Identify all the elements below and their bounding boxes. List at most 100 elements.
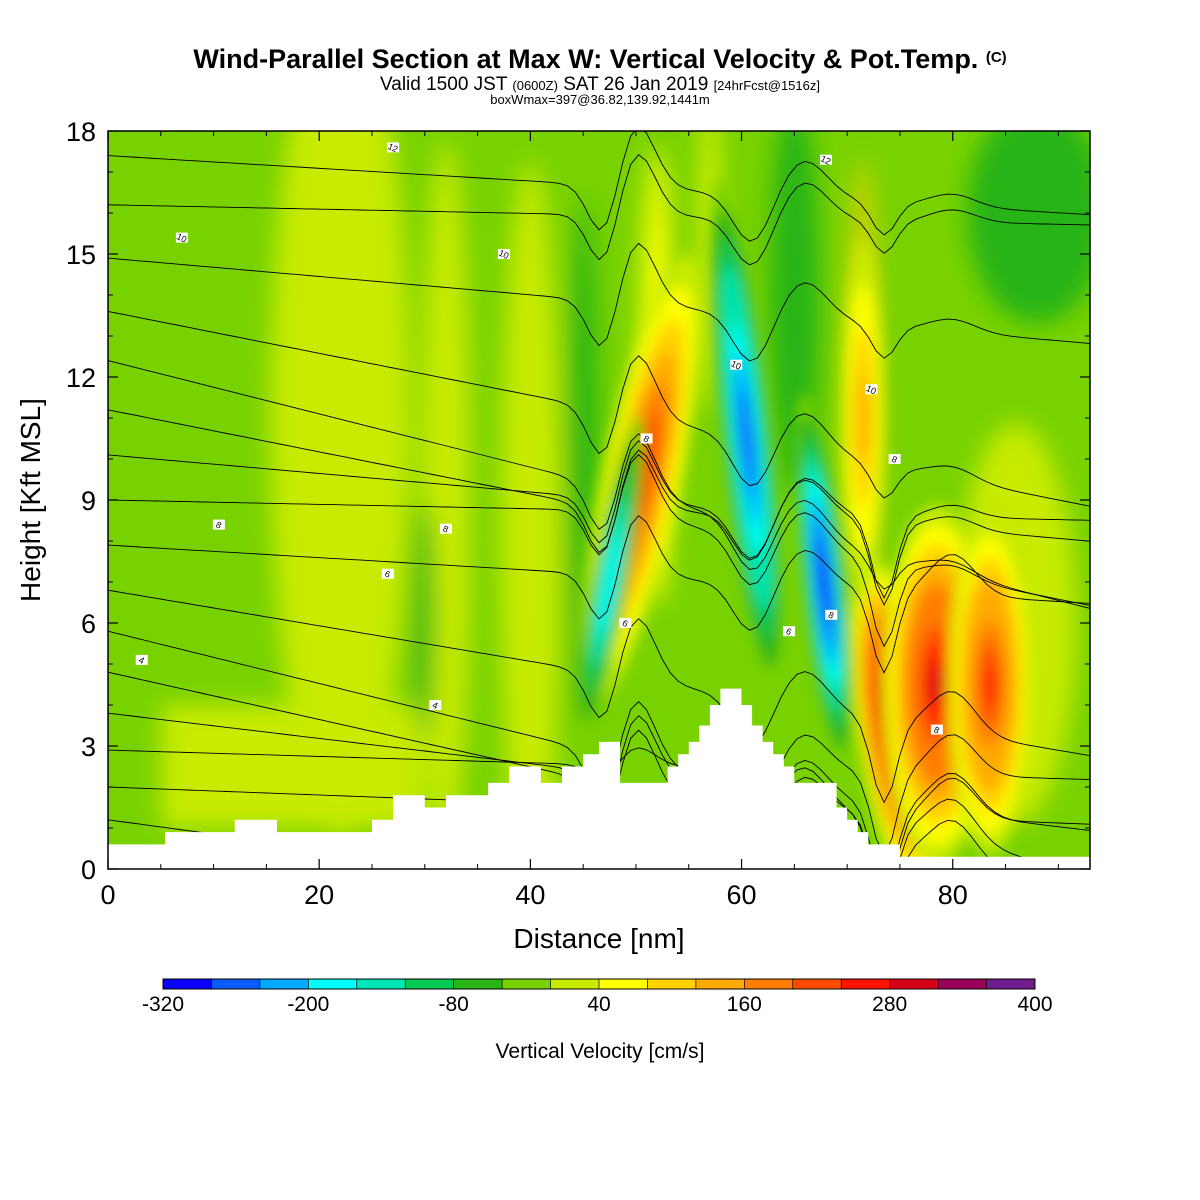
velocity-field: [108, 131, 1090, 869]
theta-contour-line: [108, 242, 1090, 362]
y-tick-label: 9: [81, 486, 96, 516]
terrain: [108, 688, 1090, 869]
colorbar-swatch: [259, 979, 309, 989]
contour-label-bg: [730, 359, 743, 370]
colorbar-swatch: [308, 979, 358, 989]
contour-label: 8: [827, 610, 836, 621]
x-tick-label: 0: [100, 880, 115, 910]
y-axis-label: Height [Kft MSL]: [15, 398, 46, 602]
chart-subtitle: Valid 1500 JST (0600Z) SAT 26 Jan 2019 […: [0, 74, 1200, 96]
contour-label-bg: [212, 519, 225, 530]
contour-label-bg: [820, 154, 833, 165]
colorbar: -320 -200 -80 40 160 280 400: [142, 978, 1053, 1016]
y-tick-label: 18: [66, 117, 96, 147]
colorbar-swatch: [502, 979, 551, 989]
updraft-core: [857, 373, 869, 463]
contour-label: 8: [441, 524, 450, 535]
colorbar-swatch: [744, 979, 794, 989]
contour-label: 12: [819, 154, 832, 167]
contour-label: 6: [383, 569, 392, 580]
axes: 0 20 40 60 80 0 3 6 9 12 15 18: [66, 117, 1090, 910]
y-tick-label: 6: [81, 609, 96, 639]
contour-label-bg: [387, 142, 400, 153]
colorbar-swatch: [405, 979, 454, 989]
contour-label-bg: [135, 654, 148, 665]
theta-contour-line: [108, 515, 1090, 674]
y-tick-label: 3: [81, 732, 96, 762]
contour-label: 8: [932, 724, 941, 735]
band: [160, 705, 425, 828]
contour-label-bg: [381, 568, 394, 579]
colorbar-swatch: [889, 979, 939, 989]
colorbar-swatch: [550, 979, 600, 989]
band: [270, 131, 411, 838]
theta-contour-line: [108, 310, 1090, 507]
colorbar-swatch: [211, 979, 261, 989]
contour-label-bg: [888, 454, 901, 464]
colorbar-tick-label: -200: [287, 993, 329, 1016]
contour-label-bg: [175, 232, 188, 243]
contour-label-bg: [825, 609, 838, 620]
title-main: Wind-Parallel Section at Max W: Vertical…: [193, 44, 979, 74]
contour-label-bg: [439, 523, 452, 534]
theta-contour-line: [108, 154, 1090, 266]
contour-label-bg: [930, 724, 943, 735]
colorbar-swatch: [938, 979, 987, 989]
colorbar-label: Vertical Velocity [cm/s]: [496, 1040, 705, 1063]
contour-label: 10: [175, 231, 188, 244]
colorbar-swatch: [841, 979, 890, 989]
x-axis-label: Distance [nm]: [513, 923, 684, 954]
x-tick-label: 80: [938, 880, 968, 910]
theta-contour-line: [108, 589, 1090, 804]
valid-date: SAT 26 Jan 2019: [563, 74, 709, 95]
box-info: boxWmax=397@36.82,139.92,1441m: [490, 92, 710, 107]
contour-label: 10: [865, 383, 878, 396]
colorbar-swatch: [695, 979, 745, 989]
contour-label: 6: [784, 626, 793, 637]
theta-contour-line: [108, 131, 1090, 242]
colorbar-tick-label: 400: [1017, 993, 1052, 1016]
colorbar-tick-label: -320: [142, 993, 184, 1016]
x-tick-label: 60: [727, 880, 757, 910]
y-tick-label: 15: [66, 240, 96, 270]
colorbar-swatch: [356, 979, 406, 989]
updraft-core: [984, 663, 995, 706]
colorbar-tick-label: -80: [438, 993, 468, 1016]
contour-label-bg: [640, 433, 653, 444]
chart-title: Wind-Parallel Section at Max W: Vertical…: [0, 44, 1200, 75]
colorbar-tick-label: 280: [872, 993, 907, 1016]
theta-contour-line: [108, 440, 1090, 606]
band: [967, 131, 1090, 323]
terrain-profile: [108, 688, 1090, 869]
band: [414, 503, 435, 743]
colorbar-tick-label: 160: [727, 993, 762, 1016]
colorbar-swatch: [792, 979, 842, 989]
contour-label: 8: [642, 433, 651, 444]
copyright-mark: (C): [985, 49, 1007, 66]
contour-label-bg: [429, 700, 442, 710]
contour-label: 10: [497, 248, 510, 261]
y-tick-label: 12: [66, 363, 96, 393]
colorbar-swatch: [647, 979, 697, 989]
contour-label: 12: [386, 141, 399, 154]
contour-label: 6: [621, 618, 630, 629]
valid-forecast: [24hrFcst@1516z]: [713, 78, 820, 93]
valid-utc: (0600Z): [512, 78, 558, 93]
colorbar-tick-label: 40: [587, 993, 610, 1016]
x-tick-label: 40: [515, 880, 545, 910]
theta-contour-line: [108, 449, 1090, 599]
colorbar-swatch: [986, 979, 1036, 989]
contour-label: 8: [214, 519, 223, 530]
contour-label-bg: [497, 249, 510, 259]
contour-label: 10: [729, 359, 742, 372]
contour-label-bg: [619, 618, 632, 628]
downdraft-core: [603, 554, 616, 610]
contour-label: 4: [137, 655, 146, 666]
colorbar-swatch: [163, 979, 212, 989]
contour-label: 4: [431, 700, 440, 711]
colorbar-swatch: [453, 979, 503, 989]
band: [500, 161, 561, 869]
downdraft-core: [820, 561, 828, 603]
contour-label: 8: [890, 454, 899, 465]
